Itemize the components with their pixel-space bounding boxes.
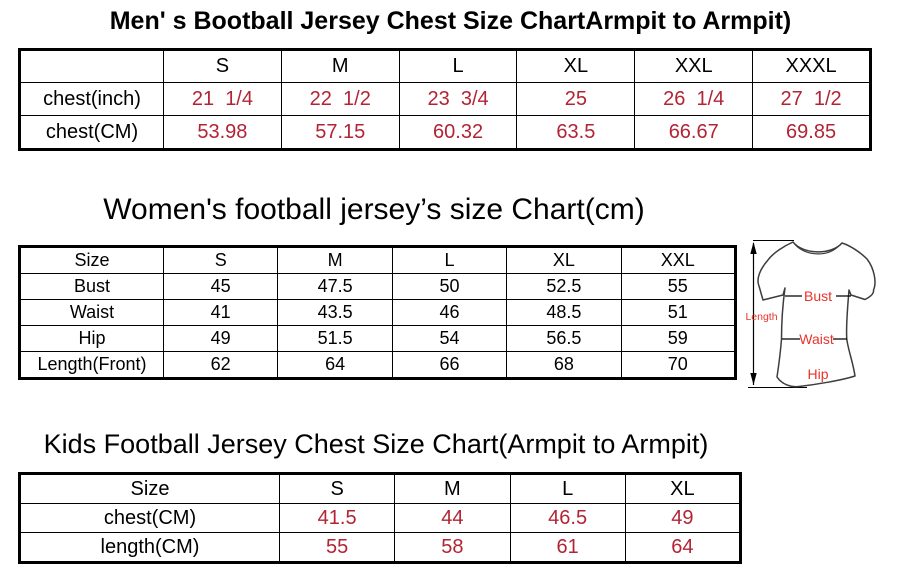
mens-header-row: S M L XL XXL XXXL [19, 49, 871, 83]
row-label-cell: Bust [19, 273, 164, 300]
value-cell: 59 [620, 325, 737, 352]
kids-size-header: XL [624, 473, 742, 504]
value-cell: 55 [620, 273, 737, 300]
womens-hip-row: Hip 49 51.5 54 56.5 59 [19, 325, 737, 352]
mens-corner-cell [19, 49, 164, 83]
womens-size-table: Size S M L XL XXL Bust 45 47.5 50 52.5 5… [18, 245, 737, 380]
value-cell: 50 [391, 273, 508, 300]
womens-size-header: XXL [620, 246, 737, 274]
row-label-cell: Waist [19, 299, 164, 326]
value-cell: 48.5 [506, 299, 622, 326]
kids-size-table: Size S M L XL chest(CM) 41.5 44 46.5 49 … [18, 472, 742, 564]
womens-length-row: Length(Front) 62 64 66 68 70 [19, 351, 737, 379]
value-cell: 57.15 [280, 115, 400, 150]
value-cell: 51 [620, 299, 737, 326]
mens-chart-title: Men' s Bootball Jersey Chest Size ChartA… [109, 7, 792, 35]
row-label-cell: chest(inch) [19, 82, 164, 116]
row-label-cell: Hip [19, 325, 164, 352]
length-dimension-arrow [748, 240, 807, 388]
row-label-cell: length(CM) [19, 532, 280, 563]
kids-header-row: Size S M L XL [19, 473, 742, 504]
mens-size-header: XL [516, 49, 636, 83]
value-cell: 49 [624, 503, 742, 533]
row-label-cell: Length(Front) [19, 351, 164, 379]
waist-label: Waist [799, 331, 834, 347]
value-cell: 26 1/4 [634, 82, 754, 116]
mens-size-header: M [280, 49, 400, 83]
value-cell: 45 [162, 273, 279, 300]
row-label-cell: chest(CM) [19, 115, 164, 150]
value-cell: 60.32 [398, 115, 518, 150]
value-cell: 54 [391, 325, 508, 352]
kids-chart-title: Kids Football Jersey Chest Size Chart(Ar… [43, 429, 709, 459]
value-cell: 52.5 [506, 273, 622, 300]
mens-chest-inch-row: chest(inch) 21 1/4 22 1/2 23 3/4 25 26 1… [19, 82, 871, 116]
value-cell: 62 [162, 351, 279, 379]
value-cell: 21 1/4 [163, 82, 282, 116]
value-cell: 55 [278, 532, 396, 563]
value-cell: 61 [509, 532, 626, 563]
value-cell: 64 [277, 351, 393, 379]
row-label-cell: chest(CM) [19, 503, 280, 533]
length-label: Length [745, 311, 777, 323]
womens-size-header: M [277, 246, 393, 274]
value-cell: 53.98 [163, 115, 282, 150]
womens-waist-row: Waist 41 43.5 46 48.5 51 [19, 299, 737, 326]
value-cell: 49 [162, 325, 279, 352]
kids-size-label: Size [19, 473, 280, 504]
value-cell: 69.85 [752, 115, 871, 150]
womens-size-header: XL [506, 246, 622, 274]
value-cell: 51.5 [277, 325, 393, 352]
value-cell: 46 [391, 299, 508, 326]
value-cell: 27 1/2 [752, 82, 871, 116]
row-label-cell: Size [19, 246, 164, 274]
value-cell: 43.5 [277, 299, 393, 326]
value-cell: 66.67 [634, 115, 754, 150]
value-cell: 44 [394, 503, 511, 533]
value-cell: 58 [394, 532, 511, 563]
value-cell: 63.5 [516, 115, 636, 150]
value-cell: 47.5 [277, 273, 393, 300]
value-cell: 46.5 [509, 503, 626, 533]
value-cell: 41.5 [278, 503, 396, 533]
mens-size-header: L [398, 49, 518, 83]
kids-size-header: M [394, 473, 511, 504]
mens-size-header: XXL [634, 49, 754, 83]
womens-chart-title: Women's football jersey’s size Chart(cm) [103, 193, 645, 226]
value-cell: 66 [391, 351, 508, 379]
value-cell: 22 1/2 [280, 82, 400, 116]
value-cell: 68 [506, 351, 622, 379]
value-cell: 41 [162, 299, 279, 326]
value-cell: 64 [624, 532, 742, 563]
mens-size-table: S M L XL XXL XXXL chest(inch) 21 1/4 22 … [18, 48, 872, 151]
mens-chest-cm-row: chest(CM) 53.98 57.15 60.32 63.5 66.67 6… [19, 115, 871, 150]
tshirt-outline [757, 241, 876, 388]
value-cell: 23 3/4 [398, 82, 518, 116]
bust-label: Bust [804, 288, 832, 304]
womens-size-row: Size S M L XL XXL [19, 246, 737, 274]
womens-bust-row: Bust 45 47.5 50 52.5 55 [19, 273, 737, 300]
tshirt-measurement-diagram: Length Bust Waist Hip [745, 240, 876, 388]
womens-size-header: S [162, 246, 279, 274]
mens-size-header: S [163, 49, 282, 83]
womens-size-header: L [391, 246, 508, 274]
value-cell: 70 [620, 351, 737, 379]
kids-length-row: length(CM) 55 58 61 64 [19, 532, 742, 563]
kids-chest-row: chest(CM) 41.5 44 46.5 49 [19, 503, 742, 533]
value-cell: 25 [516, 82, 636, 116]
kids-size-header: S [278, 473, 396, 504]
value-cell: 56.5 [506, 325, 622, 352]
kids-size-header: L [509, 473, 626, 504]
hip-label: Hip [807, 366, 828, 382]
mens-size-header: XXXL [752, 49, 871, 83]
